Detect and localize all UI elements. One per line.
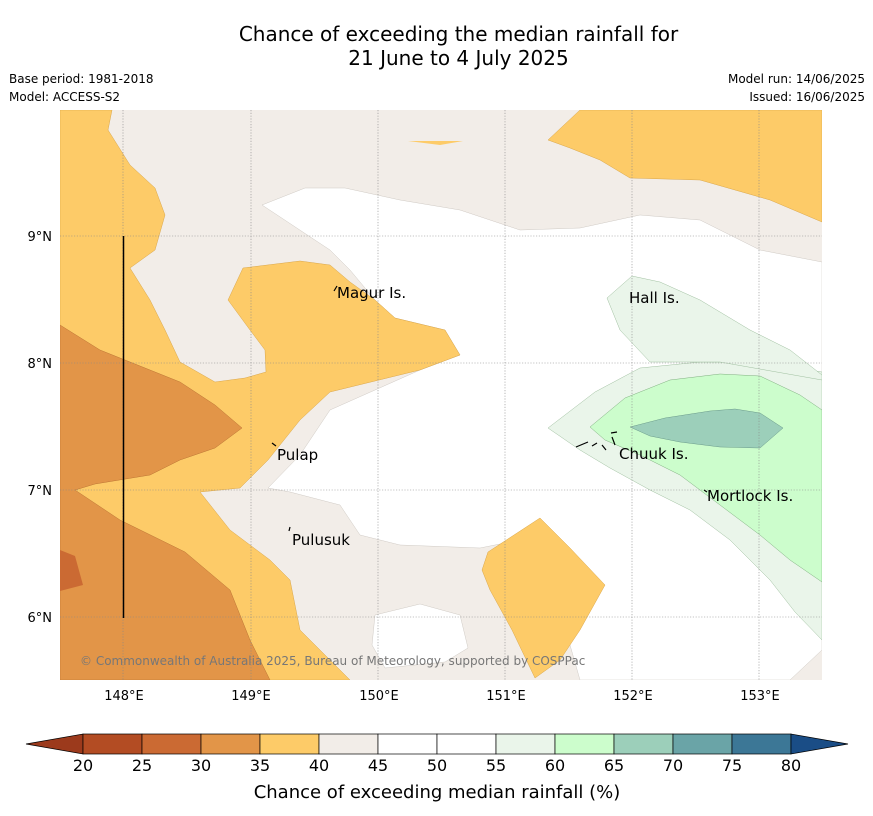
model-run: Model run: 14/06/2025	[727, 72, 865, 86]
chart-title: Chance of exceeding the median rainfall …	[0, 22, 873, 70]
lon-label-153e: 153°E	[740, 689, 780, 704]
colorbar: 20 25 30 35 40 45 50 55 60 65 70 75 80	[25, 733, 849, 775]
title-line-2: 21 June to 4 July 2025	[348, 46, 569, 70]
colorbar-over-arrow	[790, 733, 849, 755]
colorbar-title: Chance of exceeding median rainfall (%)	[254, 782, 621, 803]
place-pulap: Pulap	[277, 446, 318, 464]
region-65-70	[629, 408, 784, 449]
region-30-35	[60, 324, 271, 680]
lon-label-150e: 150°E	[359, 689, 399, 704]
region-25-30	[60, 550, 83, 591]
colorbar-tick-55: 55	[486, 756, 506, 775]
colorbar-bin-70-75	[672, 733, 733, 755]
colorbar-bin-65-70	[613, 733, 674, 755]
colorbar-bin-35-40	[259, 733, 320, 755]
title-line-1: Chance of exceeding the median rainfall …	[238, 22, 679, 46]
place-chuuk: Chuuk Is.	[619, 445, 688, 463]
colorbar-tick-20: 20	[73, 756, 93, 775]
region-45-55-south	[371, 603, 469, 669]
colorbar-tick-75: 75	[722, 756, 742, 775]
lat-label-8n: 8°N	[28, 357, 53, 372]
colorbar-bin-55-60	[495, 733, 556, 755]
region-35-40-south	[481, 517, 606, 679]
gridlines	[60, 110, 822, 680]
lat-label-9n: 9°N	[28, 230, 53, 245]
place-magur: Magur Is.	[337, 284, 406, 302]
region-55-60-hall	[606, 275, 822, 381]
region-35-40-sliver	[408, 141, 463, 145]
colorbar-tick-60: 60	[545, 756, 565, 775]
colorbar-tick-35: 35	[250, 756, 270, 775]
colorbar-tick-50: 50	[427, 756, 447, 775]
lon-label-148e: 148°E	[104, 689, 144, 704]
place-pulusuk: Pulusuk	[292, 531, 350, 549]
lon-label-151e: 151°E	[486, 689, 526, 704]
issued-date: Issued: 16/06/2025	[749, 90, 865, 104]
model-name: Model: ACCESS-S2	[9, 90, 121, 104]
island-marks	[271, 285, 708, 532]
base-period: Base period: 1981-2018	[9, 72, 154, 86]
colorbar-bin-20-25	[82, 733, 143, 755]
colorbar-bin-30-35	[200, 733, 261, 755]
colorbar-tick-65: 65	[604, 756, 624, 775]
place-hall: Hall Is.	[629, 289, 680, 307]
colorbar-bin-40-45	[318, 733, 379, 755]
meta-left: Base period: 1981-2018 Model: ACCESS-S2	[9, 70, 154, 106]
colorbar-tick-25: 25	[132, 756, 152, 775]
region-35-40-west	[60, 110, 461, 680]
lat-label-7n: 7°N	[28, 484, 53, 499]
colorbar-bin-45-50	[377, 733, 438, 755]
region-35-40-northeast	[547, 110, 822, 223]
colorbar-bin-75-80	[731, 733, 792, 755]
colorbar-tick-70: 70	[663, 756, 683, 775]
colorbar-tick-45: 45	[368, 756, 388, 775]
map-fill-layer	[60, 110, 822, 680]
colorbar-bin-25-30	[141, 733, 202, 755]
lat-label-6n: 6°N	[28, 611, 53, 626]
colorbar-tick-30: 30	[191, 756, 211, 775]
meta-right: Model run: 14/06/2025 Issued: 16/06/2025	[728, 70, 865, 106]
place-mortlock: Mortlock Is.	[707, 487, 793, 505]
colorbar-bin-60-65	[554, 733, 615, 755]
copyright-text: © Commonwealth of Australia 2025, Bureau…	[80, 654, 585, 668]
lon-label-149e: 149°E	[231, 689, 271, 704]
colorbar-bin-50-55	[436, 733, 497, 755]
colorbar-under-arrow	[25, 733, 84, 755]
lon-label-152e: 152°E	[613, 689, 653, 704]
colorbar-tick-40: 40	[309, 756, 329, 775]
colorbar-tick-80: 80	[781, 756, 801, 775]
